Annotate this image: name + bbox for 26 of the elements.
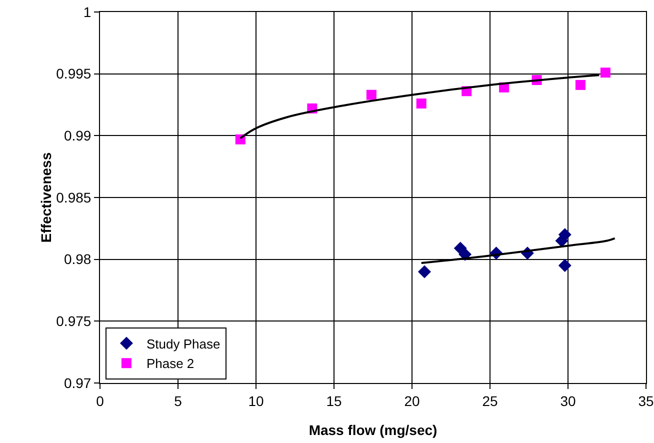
point — [575, 80, 586, 90]
point — [418, 265, 431, 278]
point — [600, 68, 610, 78]
legend-label: Study Phase — [146, 336, 220, 352]
y-tick-label: 0.995 — [56, 66, 92, 82]
point — [416, 98, 426, 109]
y-tick-label: 0.97 — [64, 374, 92, 391]
point — [366, 90, 376, 100]
y-tick-label: 0.985 — [56, 189, 92, 206]
y-tick-label: 1 — [83, 4, 92, 20]
x-tick-label: 35 — [638, 392, 654, 409]
x-tick-label: 30 — [560, 392, 576, 409]
y-axis-title: Effectiveness — [38, 152, 54, 243]
y-tick-label: 0.975 — [56, 313, 92, 330]
point — [558, 259, 572, 272]
y-tick-label: 0.99 — [64, 128, 92, 144]
point — [558, 228, 572, 242]
x-tick-label: 15 — [326, 392, 342, 409]
x-tick-label: 0 — [96, 392, 104, 409]
x-tick-label: 10 — [248, 392, 264, 409]
x-tick-label: 25 — [482, 392, 498, 409]
x-axis-title: Mass flow (mg/sec) — [308, 422, 438, 438]
x-tick-label: 5 — [174, 392, 182, 409]
y-tick-label: 0.98 — [64, 251, 92, 268]
x-tick-label: 20 — [404, 392, 420, 409]
legend-label: Phase 2 — [146, 356, 194, 372]
